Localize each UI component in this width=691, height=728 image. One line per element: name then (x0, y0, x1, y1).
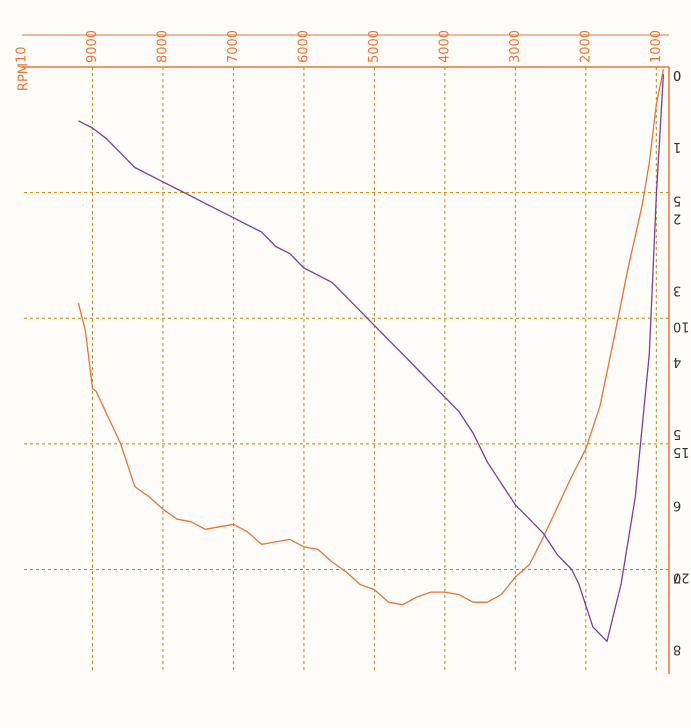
rpm-tick-label-9000: 9000 (85, 30, 100, 63)
hp-tick-label-6: 6 (673, 498, 681, 513)
hp-tick-label-5: 5 (673, 426, 681, 441)
rpm-tick-label-1000: 1000 (649, 30, 664, 63)
rpm-tick-label-7000: 7000 (226, 30, 241, 63)
rpm-tick-label-3000: 3000 (508, 30, 523, 63)
hp-tick-label-8: 8 (673, 641, 681, 656)
hp-tick-label-7: 7 (673, 570, 681, 585)
series-line-torque (77, 69, 665, 606)
grid-lines (22, 67, 669, 670)
hp-tick-label-1: 1 (673, 139, 681, 154)
axis-labels: 10002000300040005000600070008000900010RP… (15, 30, 691, 656)
hp-tick-label-2: 2 (673, 211, 681, 226)
series-line-horsepower (78, 74, 665, 642)
rpm-tick-label-4000: 4000 (437, 30, 452, 63)
rpm-tick-label-5000: 5000 (367, 30, 382, 63)
torque-tick-label-5: 5 (673, 193, 681, 208)
rpm-tick-label-6000: 6000 (296, 30, 311, 63)
torque-tick-label-15: 15 (673, 444, 690, 459)
hp-tick-label-4: 4 (673, 354, 681, 369)
rpm-tick-label-8000: 8000 (155, 30, 170, 63)
series-lines (77, 69, 665, 642)
hp-tick-label-3: 3 (673, 282, 681, 297)
rotated-plot: 10002000300040005000600070008000900010RP… (15, 30, 691, 674)
torque-tick-label-10: 10 (673, 318, 690, 333)
axes (22, 34, 670, 674)
hp-tick-label-0: 0 (673, 67, 681, 82)
torque-tick-label-20: 20 (673, 570, 690, 585)
rpm-tick-label-10: 10 (15, 46, 30, 63)
rpm-axis-title: RPM (17, 63, 32, 91)
rpm-tick-label-2000: 2000 (578, 30, 593, 63)
torque-tick-label-0: 0 (673, 67, 681, 82)
